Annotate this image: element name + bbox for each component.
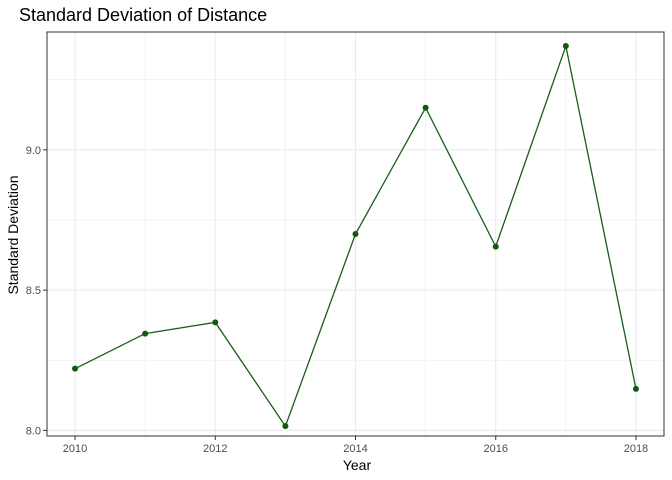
y-tick-label: 8.5 xyxy=(26,285,41,297)
data-points xyxy=(72,43,639,430)
data-point xyxy=(492,243,499,250)
chart-title: Standard Deviation of Distance xyxy=(19,5,267,25)
x-axis-title: Year xyxy=(343,457,372,473)
data-point xyxy=(282,423,289,430)
data-point xyxy=(562,43,569,50)
x-tick-label: 2012 xyxy=(203,443,227,455)
x-axis-ticks: 2010 2012 2014 2016 2018 xyxy=(63,436,648,455)
x-tick-label: 2014 xyxy=(343,443,367,455)
y-axis-ticks: 8.0 8.5 9.0 xyxy=(26,145,47,437)
data-point xyxy=(212,319,219,326)
major-gridlines xyxy=(47,32,664,436)
data-point xyxy=(352,231,359,237)
y-tick-label: 8.0 xyxy=(26,425,41,437)
data-point xyxy=(72,365,79,372)
y-tick-label: 9.0 xyxy=(26,145,41,157)
x-tick-label: 2016 xyxy=(483,443,507,455)
y-axis-title: Standard Deviation xyxy=(5,175,21,294)
data-point xyxy=(142,330,149,337)
x-tick-label: 2010 xyxy=(63,443,87,455)
data-point xyxy=(422,104,429,111)
data-point xyxy=(632,385,639,392)
x-tick-label: 2018 xyxy=(624,443,648,455)
